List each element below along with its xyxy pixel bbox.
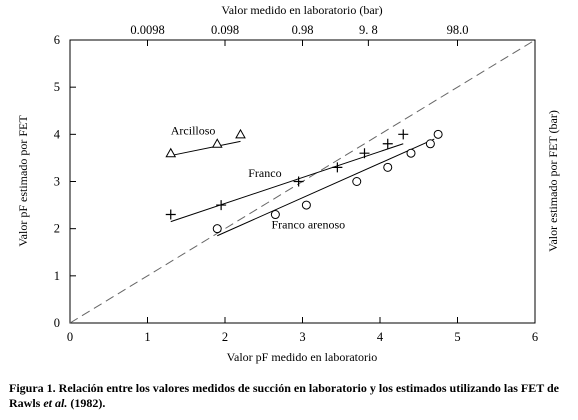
y-axis-ticks: 0 1 2 3 4 5 6 <box>54 33 76 330</box>
x-tick-label: 5 <box>454 330 460 344</box>
y-tick-label: 1 <box>54 269 60 283</box>
plus-marker <box>216 200 227 211</box>
y-tick-label: 4 <box>54 127 61 141</box>
top-tick-label: 0.0098 <box>130 23 164 37</box>
plus-marker <box>398 129 409 140</box>
caption-year: (1982). <box>67 396 106 410</box>
circle-marker <box>270 210 280 220</box>
trend-line <box>217 138 435 237</box>
y-axis-label: Valor pF estimado por FET <box>16 115 30 247</box>
trend-line <box>170 140 241 157</box>
x-tick-label: 4 <box>377 330 384 344</box>
x-axis-label: Valor pF medido en laboratorio <box>227 350 378 364</box>
marker-layer <box>165 128 443 234</box>
y-tick-label: 5 <box>54 80 60 94</box>
series-label: Franco <box>248 166 281 180</box>
plus-marker <box>359 148 370 159</box>
top-tick-label: 9. 8 <box>359 23 378 37</box>
right-axis-label: Valor estimado por FET (bar) <box>546 110 560 252</box>
top-tick-label: 0.98 <box>292 23 314 37</box>
top-axis-label: Valor medido en laboratorio (bar) <box>221 3 382 17</box>
series-labels: Arcilloso Franco Franco arenoso <box>171 123 345 231</box>
circle-marker <box>301 200 311 210</box>
x-tick-label: 2 <box>222 330 228 344</box>
caption-italic: et al. <box>43 396 68 410</box>
series-label: Arcilloso <box>171 123 216 137</box>
figure-caption: Figura 1. Relación entre los valores med… <box>9 381 574 411</box>
y-tick-label: 3 <box>54 175 60 189</box>
circle-marker <box>433 129 443 139</box>
triangle-marker <box>211 138 223 148</box>
x-axis-ticks: 0 1 2 3 4 5 6 <box>67 317 538 344</box>
y-tick-label: 2 <box>54 222 60 236</box>
y-tick-label: 6 <box>54 33 60 47</box>
top-tick-label: 0.098 <box>211 23 239 37</box>
triangle-marker <box>165 147 177 158</box>
circle-marker <box>406 148 416 158</box>
caption-text: Figura 1. Relación entre los valores med… <box>9 381 560 410</box>
plus-marker <box>382 138 393 149</box>
series-label: Franco arenoso <box>272 218 346 232</box>
circle-marker <box>383 162 393 172</box>
circle-marker <box>212 224 222 234</box>
top-axis-ticks: 0.0098 0.098 0.98 9. 8 98.0 <box>130 23 468 46</box>
plus-marker <box>332 162 343 173</box>
x-tick-label: 3 <box>299 330 305 344</box>
circle-marker <box>352 177 362 186</box>
plus-marker <box>165 209 176 220</box>
y-tick-label: 0 <box>54 316 60 330</box>
x-tick-label: 6 <box>532 330 538 344</box>
trend-line <box>170 143 404 223</box>
x-tick-label: 1 <box>144 330 150 344</box>
plus-marker <box>293 176 304 187</box>
top-tick-label: 98.0 <box>447 23 469 37</box>
circle-marker <box>425 139 435 149</box>
x-tick-label: 0 <box>67 330 73 344</box>
triangle-marker <box>235 128 246 139</box>
